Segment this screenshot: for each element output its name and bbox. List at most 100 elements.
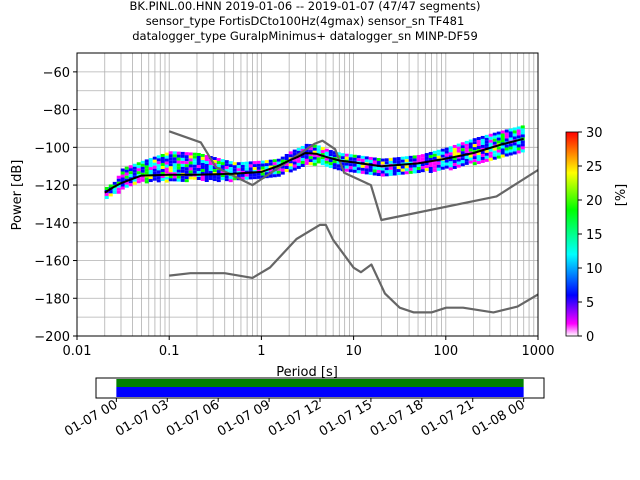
psd-cell <box>464 158 469 162</box>
psd-cell <box>296 165 301 169</box>
psd-cell <box>212 178 217 182</box>
psd-cell <box>240 167 245 171</box>
psd-cell <box>136 165 141 169</box>
psd-cell <box>280 156 285 160</box>
psd-cell <box>124 184 129 188</box>
psd-cell <box>228 179 233 183</box>
psd-cell <box>164 152 169 156</box>
psd-cell <box>160 165 165 169</box>
timeline-bar-top <box>116 379 524 387</box>
psd-cell <box>508 149 513 153</box>
psd-cell <box>220 165 225 169</box>
psd-cell <box>140 166 145 170</box>
psd-cell <box>436 155 441 159</box>
psd-cell <box>244 164 249 168</box>
psd-cell <box>160 159 165 163</box>
psd-cell <box>168 163 173 167</box>
psd-cell <box>204 157 209 161</box>
psd-cell <box>460 163 465 167</box>
psd-cell <box>384 170 389 174</box>
psd-cell <box>480 135 485 139</box>
psd-cell <box>316 148 321 152</box>
psd-cell <box>244 167 249 171</box>
psd-cell <box>460 148 465 152</box>
psd-cell <box>380 158 385 162</box>
psd-cell <box>500 136 505 140</box>
psd-cell <box>200 177 205 181</box>
psd-cell <box>284 165 289 169</box>
psd-cell <box>280 168 285 172</box>
psd-cell <box>244 161 249 165</box>
psd-cell <box>520 140 525 144</box>
psd-cell <box>148 161 153 165</box>
psd-cell <box>476 146 481 150</box>
psd-cell <box>144 165 149 169</box>
psd-cell <box>268 165 273 169</box>
psd-cell <box>384 173 389 177</box>
psd-cell <box>320 153 325 157</box>
psd-cell <box>376 167 381 171</box>
psd-cell <box>508 152 513 156</box>
psd-cell <box>284 168 289 172</box>
psd-cell <box>416 164 421 168</box>
psd-cell <box>208 165 213 169</box>
psd-cell <box>476 143 481 147</box>
psd-cell <box>432 156 437 160</box>
psd-cell <box>428 157 433 161</box>
psd-cell <box>308 150 313 154</box>
psd-cell <box>436 164 441 168</box>
psd-cell <box>500 133 505 137</box>
psd-cell <box>156 155 161 159</box>
psd-cell <box>472 153 477 157</box>
psd-cell <box>136 162 141 166</box>
psd-cell <box>168 157 173 161</box>
psd-cell <box>164 179 169 183</box>
psd-cell <box>248 164 253 168</box>
psd-cell <box>232 165 237 169</box>
psd-cell <box>412 164 417 168</box>
psd-cell <box>188 164 193 168</box>
psd-cell <box>360 167 365 171</box>
psd-cell <box>404 168 409 172</box>
psd-cell <box>508 137 513 141</box>
psd-cell <box>172 151 177 155</box>
psd-cell <box>168 175 173 179</box>
psd-cell <box>504 150 509 154</box>
psd-cell <box>408 158 413 162</box>
psd-cell <box>116 190 121 194</box>
psd-cell <box>196 170 201 174</box>
psd-cell <box>508 131 513 135</box>
psd-cell <box>276 170 281 174</box>
psd-cell <box>368 171 373 175</box>
psd-cell <box>512 148 517 152</box>
psd-cell <box>140 172 145 176</box>
psd-cell <box>408 164 413 168</box>
psd-cell <box>288 154 293 158</box>
psd-cell <box>280 165 285 169</box>
psd-cell <box>388 172 393 176</box>
psd-cell <box>424 153 429 157</box>
psd-cell <box>404 156 409 160</box>
x-tick-label: 100 <box>433 344 458 359</box>
psd-cell <box>372 157 377 161</box>
psd-cell <box>376 158 381 162</box>
psd-cell <box>212 157 217 161</box>
psd-cell <box>376 161 381 165</box>
psd-cell <box>216 161 221 165</box>
psd-cell <box>424 156 429 160</box>
psd-cell <box>132 181 137 185</box>
psd-cell <box>204 163 209 167</box>
psd-cell <box>108 193 113 197</box>
psd-cell <box>312 150 317 154</box>
x-tick-label: 10 <box>345 344 362 359</box>
psd-cell <box>208 162 213 166</box>
psd-cell <box>276 173 281 177</box>
psd-cell <box>336 161 341 165</box>
psd-cell <box>396 157 401 161</box>
psd-cell <box>488 142 493 146</box>
chart-title-line-3: datalogger_type GuralpMinimus+ datalogge… <box>132 29 478 43</box>
psd-cell <box>248 173 253 177</box>
psd-cell <box>160 168 165 172</box>
psd-cell <box>364 156 369 160</box>
psd-cell <box>104 192 109 196</box>
